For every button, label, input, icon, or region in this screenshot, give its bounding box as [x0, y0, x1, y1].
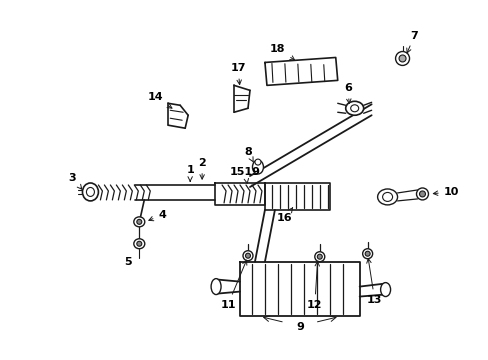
Text: 11: 11 [220, 260, 246, 310]
Ellipse shape [86, 188, 94, 197]
Text: 13: 13 [366, 258, 382, 305]
Ellipse shape [243, 251, 252, 261]
Text: 1: 1 [186, 165, 194, 181]
Ellipse shape [365, 251, 369, 256]
Ellipse shape [245, 253, 250, 258]
Ellipse shape [382, 193, 392, 201]
Ellipse shape [380, 283, 390, 297]
Ellipse shape [377, 189, 397, 205]
Ellipse shape [211, 279, 221, 294]
Ellipse shape [317, 254, 322, 259]
Ellipse shape [134, 217, 144, 227]
Ellipse shape [398, 55, 405, 62]
Ellipse shape [137, 219, 142, 224]
Ellipse shape [395, 51, 408, 66]
Ellipse shape [134, 239, 144, 249]
Text: 10: 10 [432, 187, 458, 197]
Text: 9: 9 [295, 323, 303, 332]
Ellipse shape [362, 249, 372, 259]
Ellipse shape [82, 183, 98, 201]
Ellipse shape [137, 241, 142, 246]
Ellipse shape [419, 191, 425, 197]
Text: 4: 4 [148, 210, 166, 221]
Text: 7: 7 [406, 31, 418, 53]
Text: 6: 6 [343, 84, 351, 103]
Ellipse shape [254, 159, 261, 165]
Text: 14: 14 [147, 92, 172, 108]
Ellipse shape [314, 252, 324, 262]
Text: 5: 5 [124, 257, 132, 267]
Text: 17: 17 [230, 63, 245, 85]
Text: 18: 18 [269, 44, 294, 60]
Text: 12: 12 [306, 262, 322, 310]
Text: 16: 16 [277, 208, 292, 223]
Ellipse shape [350, 105, 358, 112]
Text: 3: 3 [68, 173, 81, 189]
Text: 8: 8 [244, 147, 253, 162]
Text: 1519: 1519 [229, 167, 260, 183]
Ellipse shape [416, 188, 427, 200]
Ellipse shape [252, 160, 263, 174]
Text: 2: 2 [198, 158, 205, 179]
Ellipse shape [345, 101, 363, 115]
